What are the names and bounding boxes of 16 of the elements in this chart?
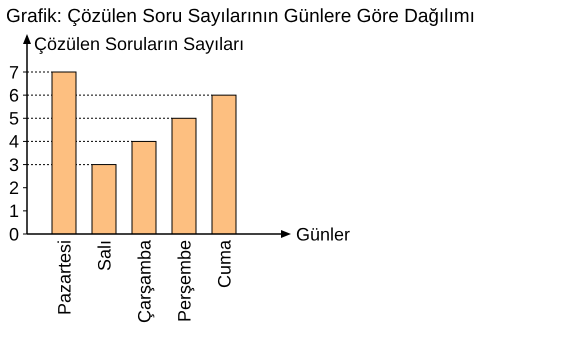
y-tick-label: 5 [8, 108, 20, 129]
y-tick-label: 7 [8, 62, 20, 82]
y-tick-label: 2 [8, 178, 20, 198]
y-tick-label: 3 [8, 154, 20, 175]
y-tick-label: 1 [8, 201, 20, 222]
x-axis-title: Günler [296, 224, 350, 244]
x-tick-label: Cuma [214, 239, 234, 288]
x-tick-label: Salı [94, 240, 114, 272]
y-tick-label: 0 [8, 224, 20, 244]
x-tick-label: Perşembe [174, 240, 194, 322]
y-axis-title: Çözülen Soruların Sayıları [34, 34, 244, 54]
y-tick-label: 4 [8, 132, 20, 152]
chart-title: Grafik: Çözülen Soru Sayılarının Günlere Göre Dağılımı [6, 6, 475, 27]
y-tick-label: 6 [8, 85, 20, 106]
x-tick-label: Çarşamba [134, 239, 154, 324]
x-tick-label: Pazartesi [54, 240, 74, 316]
